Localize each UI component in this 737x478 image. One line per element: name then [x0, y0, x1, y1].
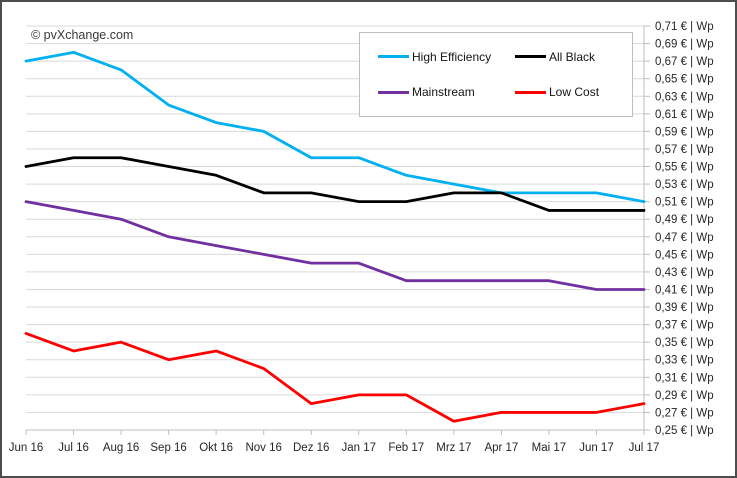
y-axis-tick-label: 0,65 € | Wp	[655, 74, 714, 86]
x-axis-tick-label: Jun 17	[579, 442, 614, 454]
low-cost-line-swatch	[515, 90, 546, 94]
x-axis-tick-label: Apr 17	[484, 442, 518, 454]
y-axis-tick-label: 0,33 € | Wp	[655, 355, 714, 367]
x-axis-tick-label: Jul 17	[629, 442, 660, 454]
x-axis-tick-label: Mrz 17	[436, 442, 471, 454]
all-black-line-swatch	[515, 55, 546, 59]
y-axis-tick-label: 0,63 € | Wp	[655, 91, 714, 103]
legend-item-all-black: All Black	[515, 50, 595, 64]
legend-label: Low Cost	[549, 85, 600, 100]
legend-label: All Black	[549, 49, 596, 64]
y-axis-tick-label: 0,55 € | Wp	[655, 162, 714, 174]
y-axis-tick-label: 0,61 € | Wp	[655, 109, 714, 121]
y-axis-tick-label: 0,45 € | Wp	[655, 249, 714, 261]
chart-legend: High Efficiency All Black Mainstream Low…	[359, 32, 633, 117]
y-axis-tick-label: 0,49 € | Wp	[655, 214, 714, 226]
series-line-low-cost	[24, 331, 646, 423]
x-axis-tick-label: Aug 16	[103, 442, 139, 454]
y-axis-tick-label: 0,37 € | Wp	[655, 320, 714, 332]
y-axis-tick-label: 0,27 € | Wp	[655, 407, 714, 419]
mainstream-line-swatch	[378, 90, 409, 94]
y-axis-tick-label: 0,67 € | Wp	[655, 56, 714, 68]
y-axis-tick-label: 0,57 € | Wp	[655, 144, 714, 156]
y-axis-tick-label: 0,69 € | Wp	[655, 39, 714, 51]
x-axis-tick-label: Dez 16	[293, 442, 329, 454]
y-axis-tick-label: 0,59 € | Wp	[655, 126, 714, 138]
x-axis-tick-label: Nov 16	[245, 442, 281, 454]
x-axis-tick-label: Jan 17	[342, 442, 377, 454]
y-axis-tick-label: 0,51 € | Wp	[655, 197, 714, 209]
legend-item-mainstream: Mainstream	[378, 85, 515, 99]
series-line-all-black	[24, 156, 646, 212]
x-axis-tick-label: Okt 16	[199, 442, 233, 454]
series-line-mainstream	[24, 200, 646, 291]
y-axis-tick-label: 0,29 € | Wp	[655, 390, 714, 402]
y-axis-tick-label: 0,35 € | Wp	[655, 337, 714, 349]
y-axis-tick-label: 0,39 € | Wp	[655, 302, 714, 314]
legend-label: Mainstream	[412, 85, 475, 100]
y-axis-tick-label: 0,47 € | Wp	[655, 232, 714, 244]
legend-item-high-efficiency: High Efficiency	[378, 50, 515, 64]
high-efficiency-line-swatch	[378, 55, 409, 59]
y-axis-tick-label: 0,25 € | Wp	[655, 425, 714, 437]
y-axis-tick-label: 0,41 € | Wp	[655, 284, 714, 296]
y-axis-tick-label: 0,43 € | Wp	[655, 267, 714, 279]
legend-row: High Efficiency All Black	[360, 50, 632, 64]
y-axis-tick-label: 0,53 € | Wp	[655, 179, 714, 191]
series-line-high-efficiency	[24, 50, 646, 204]
x-axis-tick-label: Jun 16	[9, 442, 44, 454]
copyright-label: © pvXchange.com	[29, 27, 138, 43]
y-axis-tick-label: 0,71 € | Wp	[655, 21, 714, 33]
y-axis-tick-label: 0,31 € | Wp	[655, 372, 714, 384]
legend-label: High Efficiency	[412, 49, 492, 64]
x-axis-tick-label: Jul 16	[58, 442, 89, 454]
x-axis-tick-label: Sep 16	[150, 442, 186, 454]
legend-item-low-cost: Low Cost	[515, 85, 599, 99]
x-axis-tick-label: Feb 17	[388, 442, 424, 454]
x-axis-tick-label: Mai 17	[532, 442, 567, 454]
legend-row: Mainstream Low Cost	[360, 85, 632, 99]
